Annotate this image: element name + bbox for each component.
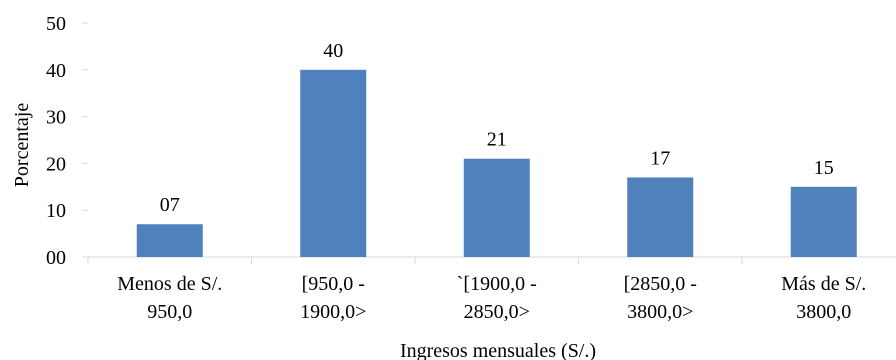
data-label: 17 [650,147,670,169]
x-axis: Menos de S/. 950,0 [950,0 -1900,0> `[1900,0… [87,256,896,323]
y-tick-label: 40 [46,60,66,82]
y-tick-label: 50 [46,13,66,35]
bar [136,224,203,257]
y-tick-label: 10 [46,200,66,222]
x-category-label: [950,0 -1900,0> [300,273,366,323]
y-tick-label: 00 [46,247,66,269]
y-tick-label: 30 [46,107,66,129]
data-label: 15 [814,157,834,179]
y-axis-title: Porcentaje [11,103,33,188]
x-category-label: [2850,0 -3800,0> [624,273,697,323]
bars [136,69,857,257]
data-label: 07 [160,194,180,216]
bar [790,186,857,257]
x-category-label: Menos de S/. 950,0 [117,273,222,323]
y-tick-label: 20 [46,153,66,175]
x-axis-title: Ingresos mensuales (S/.) [400,340,596,360]
bar [463,158,530,257]
y-axis: 00 10 20 30 40 50 [46,13,88,269]
x-category-label: Más de S/. 3800,0 [781,273,866,323]
bar [627,177,694,257]
data-label: 21 [487,129,507,151]
bar [300,69,367,257]
data-label: 40 [323,40,343,62]
data-labels: 07 40 21 17 15 [160,40,834,216]
x-category-label: `[1900,0 -2850,0> [457,273,537,323]
